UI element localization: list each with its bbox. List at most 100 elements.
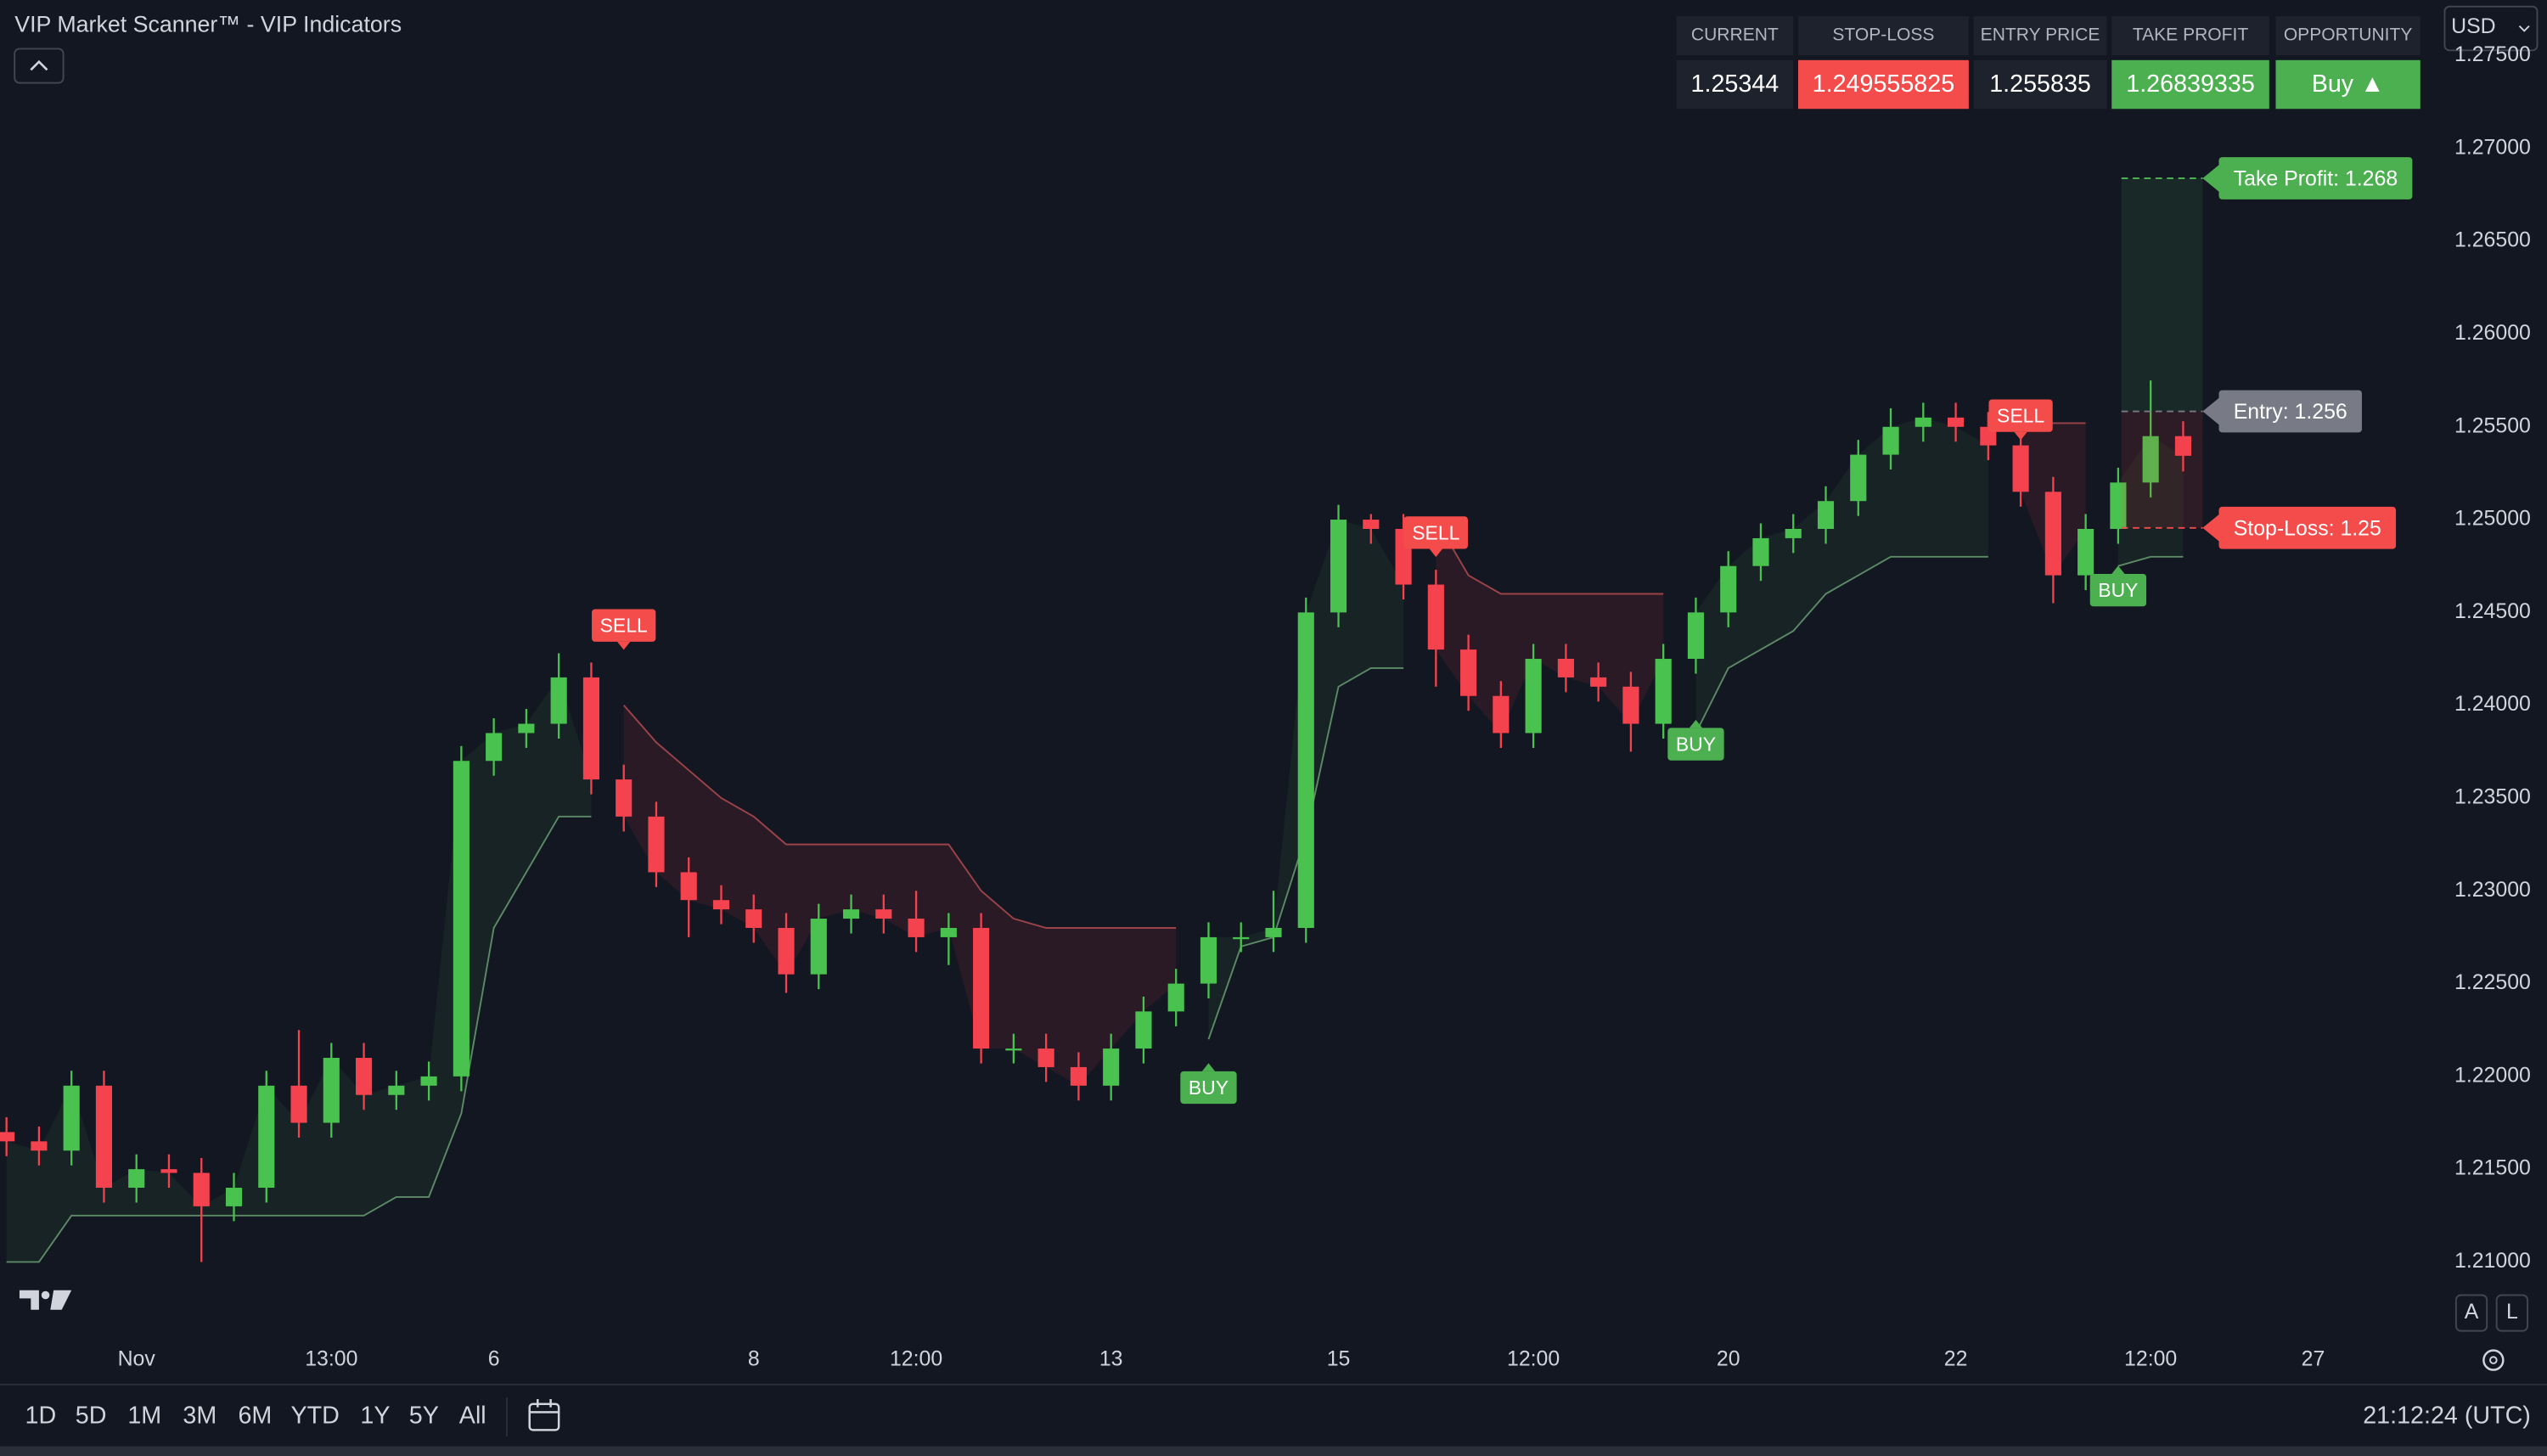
candle-body: [518, 723, 535, 734]
candle-body: [258, 1085, 275, 1189]
x-tick-label: 6: [488, 1347, 500, 1371]
panel-value[interactable]: Buy ▲: [2312, 70, 2385, 98]
currency-select[interactable]: USD: [2443, 5, 2539, 52]
date-range-icon[interactable]: [528, 1399, 560, 1431]
panel-value: 1.249555825: [1813, 70, 1954, 98]
button-frame[interactable]: [14, 48, 65, 84]
candle-body: [31, 1141, 48, 1151]
trend-fill: [6, 677, 592, 1262]
candle-body: [1167, 983, 1184, 1012]
y-tick-label: 1.21500: [2454, 1156, 2531, 1180]
x-tick-label: 13:00: [305, 1347, 357, 1371]
y-tick-label: 1.27000: [2454, 135, 2531, 159]
candle-body: [1752, 537, 1769, 566]
x-tick-label: 15: [1327, 1347, 1351, 1371]
signal-pointer: [617, 641, 631, 650]
candle-body: [1590, 677, 1607, 687]
y-tick-label: 1.25000: [2454, 507, 2531, 531]
candle-body: [1687, 612, 1705, 660]
candle-body: [63, 1085, 80, 1151]
candle-body: [1135, 1011, 1152, 1049]
trend-fill: [2117, 436, 2184, 566]
timeframe-button[interactable]: 5Y: [409, 1403, 439, 1430]
candle-body: [1850, 454, 1867, 502]
gear-hub: [2489, 1356, 2498, 1364]
auto-button[interactable]: [2454, 1294, 2488, 1332]
auto-label[interactable]: A: [2465, 1300, 2479, 1324]
candle-body: [1330, 520, 1347, 613]
signal-tag: BUY: [2089, 565, 2147, 607]
gear-ring[interactable]: [2482, 1349, 2505, 1371]
candle-body: [1005, 1048, 1022, 1051]
signal-tag: SELL: [1403, 516, 1468, 558]
candle-body: [1914, 417, 1931, 427]
bottom-strip: [0, 1446, 2547, 1456]
candle-body: [582, 677, 599, 780]
trend-fill: [623, 705, 1177, 1086]
signal-tag: SELL: [1988, 399, 2053, 441]
panel-value: 1.26839335: [2126, 70, 2255, 98]
candle-body: [2012, 445, 2029, 492]
candle-body: [680, 872, 697, 901]
chart-title: VIP Market Scanner™ - VIP Indicators: [14, 12, 402, 37]
profit-zone: [2121, 177, 2203, 412]
candle-body: [2078, 529, 2094, 576]
timeframe-button[interactable]: YTD: [290, 1403, 339, 1430]
candle-body: [290, 1085, 307, 1123]
signal-label: SELL: [1997, 405, 2044, 427]
timeframe-button[interactable]: 6M: [238, 1403, 272, 1430]
panel-header-cell: [1797, 16, 1969, 56]
trade-tag: Stop-Loss: 1.25: [2202, 506, 2397, 549]
timeframe-button[interactable]: 1M: [127, 1403, 161, 1430]
y-tick-label: 1.23500: [2454, 785, 2531, 809]
settings-icon[interactable]: [2482, 1349, 2505, 1371]
candle-body: [1557, 659, 1574, 677]
timeframe-button[interactable]: 5D: [76, 1403, 107, 1430]
candle-body: [453, 761, 469, 1077]
candle-body: [1297, 612, 1314, 928]
panel-header: OPPORTUNITY: [2284, 25, 2413, 45]
signal-box: [1988, 399, 2053, 432]
signal-box: [1667, 728, 1724, 761]
signal-label: BUY: [1189, 1077, 1229, 1099]
trade-tag-label: Take Profit: 1.268: [2234, 166, 2398, 190]
signal-label: SELL: [600, 615, 648, 637]
calendar-lines: [529, 1399, 559, 1414]
trade-tag-label: Stop-Loss: 1.25: [2234, 516, 2381, 540]
candle-body: [193, 1172, 210, 1206]
log-label[interactable]: L: [2506, 1300, 2518, 1324]
signal-box: [1403, 516, 1468, 549]
signal-tag: BUY: [1180, 1063, 1237, 1105]
trade-tag-pointer: [2202, 396, 2221, 426]
candle-body: [1070, 1066, 1087, 1086]
candle-body: [712, 900, 730, 910]
x-tick-label: 12:00: [890, 1347, 942, 1371]
candle-body: [842, 909, 860, 919]
collapse-button[interactable]: [14, 48, 65, 84]
candle-body: [1103, 1048, 1120, 1086]
x-tick-label: 22: [1944, 1347, 1968, 1371]
timeframe-button[interactable]: All: [459, 1403, 486, 1430]
trade-tag: Entry: 1.256: [2202, 390, 2362, 433]
candle-body: [1882, 426, 1899, 455]
signal-pointer: [1201, 1063, 1216, 1071]
timeframe-button[interactable]: 1D: [25, 1403, 56, 1430]
calendar-frame[interactable]: [528, 1403, 560, 1431]
signal-label: BUY: [2098, 579, 2138, 601]
candle-body: [388, 1085, 405, 1095]
y-tick-label: 1.22000: [2454, 1063, 2531, 1087]
trend-fill: [1695, 417, 1988, 734]
log-button[interactable]: [2495, 1294, 2528, 1332]
tv-logo: [19, 1290, 72, 1310]
select-frame[interactable]: [2443, 5, 2539, 52]
signal-tag: BUY: [1667, 719, 1724, 761]
candle-body: [1460, 649, 1477, 696]
timeframe-button[interactable]: 3M: [183, 1403, 216, 1430]
timeframe-button[interactable]: 1Y: [360, 1403, 390, 1430]
y-tick-label: 1.21000: [2454, 1249, 2531, 1273]
x-tick-label: 12:00: [1507, 1347, 1560, 1371]
candle-body: [1265, 927, 1282, 937]
currency-label[interactable]: USD: [2451, 14, 2495, 38]
y-tick-label: 1.25500: [2454, 413, 2531, 437]
trade-tag-box: [2218, 390, 2362, 433]
